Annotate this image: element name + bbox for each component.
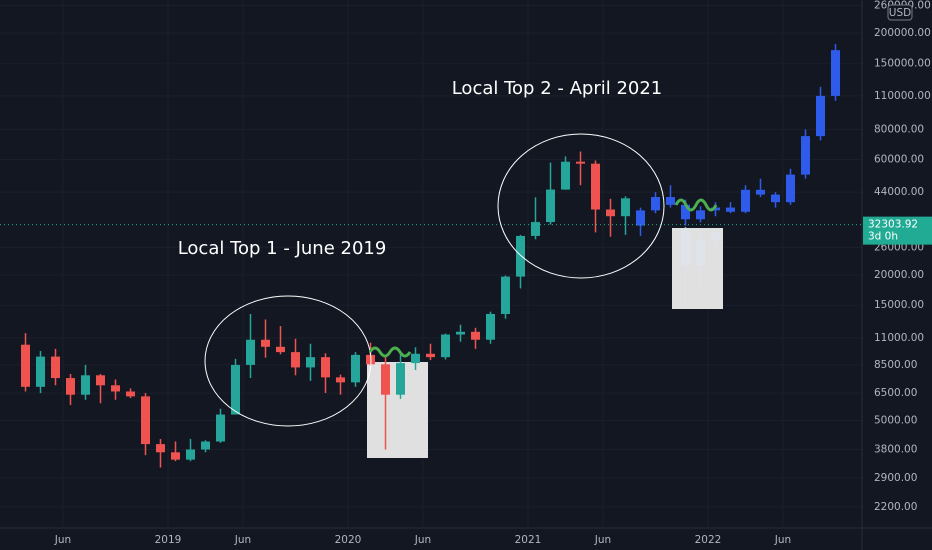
candle-body — [216, 414, 225, 442]
candle-body — [801, 136, 810, 175]
candle-body — [531, 222, 540, 236]
candle-body — [771, 194, 780, 203]
candle-body — [456, 331, 465, 335]
x-tick-label: Jun — [54, 534, 71, 546]
candle-body — [66, 378, 75, 395]
candle-body — [261, 339, 270, 347]
candle-body — [36, 356, 45, 387]
candle-body — [516, 235, 525, 277]
candle-body — [231, 364, 240, 415]
candle-body — [381, 364, 390, 395]
candle-body — [81, 375, 90, 395]
x-tick-label: 2019 — [155, 534, 182, 546]
annotation-text: Local Top 1 - June 2019 — [178, 238, 387, 259]
candle-body — [741, 189, 750, 212]
candle-body — [576, 161, 585, 164]
candle-body — [471, 331, 480, 340]
currency-box — [887, 4, 913, 21]
candle-body — [441, 334, 450, 358]
y-tick-label: 2900.00 — [874, 472, 917, 484]
candle-body — [306, 357, 315, 368]
candle-body — [321, 357, 330, 378]
y-tick-label: 6500.00 — [874, 387, 917, 399]
x-tick-label: 2021 — [515, 534, 542, 546]
candle-body — [816, 95, 825, 137]
candle-body — [591, 163, 600, 210]
candle-body — [666, 197, 675, 205]
candle-body — [156, 444, 165, 453]
candle-body — [696, 210, 705, 220]
candle-body — [336, 377, 345, 383]
candle-body — [651, 197, 660, 211]
y-tick-label: 5000.00 — [874, 415, 917, 427]
candle-body — [186, 449, 195, 460]
candle-body — [711, 207, 720, 211]
y-tick-label: 60000.00 — [874, 154, 924, 166]
y-tick-label: 80000.00 — [874, 123, 924, 135]
interval-label: 3d 0h — [868, 231, 898, 243]
x-tick-label: 2022 — [695, 534, 722, 546]
candle-body — [21, 344, 30, 387]
currency-label: USD — [889, 7, 911, 19]
candle-body — [171, 452, 180, 460]
axes: 2200.00 2900.00 3800.00 5000.00 6500.00 8500.… — [54, 0, 932, 546]
grid — [0, 0, 862, 528]
candle-body — [501, 276, 510, 314]
candle-body — [831, 50, 840, 96]
candle-body — [411, 353, 420, 364]
candle-body — [276, 346, 285, 353]
y-tick-label: 15000.00 — [874, 299, 924, 311]
x-tick-label: Jun — [234, 534, 251, 546]
y-tick-label: 44000.00 — [874, 186, 924, 198]
circle-annotation — [204, 295, 372, 427]
x-tick-label: Jun — [594, 534, 611, 546]
x-tick-label: Jun — [414, 534, 431, 546]
candle-body — [426, 353, 435, 358]
candle-body — [141, 396, 150, 445]
annotation-text: Local Top 2 - April 2021 — [452, 78, 663, 99]
candle-body — [786, 174, 795, 203]
candle-body — [246, 339, 255, 365]
candle-body — [726, 207, 735, 212]
candle-body — [291, 352, 300, 368]
candle-body — [126, 391, 135, 397]
candle-body — [201, 441, 210, 450]
candle-body — [111, 385, 120, 392]
candle-body — [486, 313, 495, 340]
candle-body — [351, 354, 360, 383]
candle-body — [756, 189, 765, 195]
last-price-label: 32303.92 — [868, 219, 918, 231]
candle-body — [96, 375, 105, 386]
candle-body — [711, 232, 720, 240]
candle-body — [696, 239, 705, 265]
last-price-box — [863, 216, 932, 245]
y-tick-label: 150000.00 — [874, 57, 931, 69]
x-tick-label: Jun — [774, 534, 791, 546]
candle-body — [51, 356, 60, 379]
wave-annotation — [368, 346, 412, 358]
y-tick-label: 200000.00 — [874, 27, 931, 39]
candle-body — [561, 161, 570, 190]
y-tick-label: 11000.00 — [874, 332, 924, 344]
y-tick-label: 8500.00 — [874, 359, 917, 371]
candle-body — [681, 204, 690, 220]
y-tick-label: 3800.00 — [874, 443, 917, 455]
candle-body — [621, 198, 630, 217]
candles — [0, 44, 862, 468]
candle-body — [396, 363, 405, 395]
candle-body — [606, 209, 615, 217]
candle-body — [681, 228, 690, 265]
x-tick-label: 2020 — [335, 534, 362, 546]
y-tick-label: 20000.00 — [874, 269, 924, 281]
circle-annotation — [497, 133, 665, 279]
y-tick-label: 110000.00 — [874, 90, 931, 102]
candle-body — [636, 210, 645, 226]
candle-body — [546, 189, 555, 223]
wave-annotation — [674, 198, 718, 212]
y-tick-label: 2200.00 — [874, 501, 917, 513]
